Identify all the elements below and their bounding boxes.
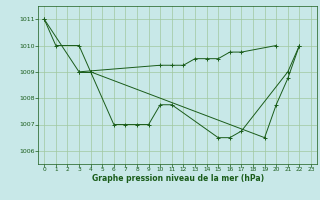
X-axis label: Graphe pression niveau de la mer (hPa): Graphe pression niveau de la mer (hPa) — [92, 174, 264, 183]
